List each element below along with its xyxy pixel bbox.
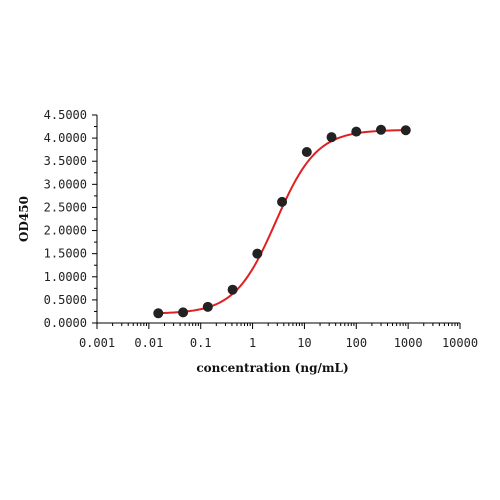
x-tick-label: 0.01 (134, 336, 163, 350)
y-tick-label: 4.5000 (44, 108, 87, 122)
data-points (153, 124, 411, 319)
x-tick-label: 1000 (394, 336, 423, 350)
fit-curve (158, 129, 406, 315)
y-tick-label: 3.0000 (44, 177, 87, 191)
y-tick-label: 4.0000 (44, 131, 87, 145)
data-point (178, 307, 189, 318)
data-point (326, 132, 337, 143)
data-point (301, 146, 312, 157)
y-tick-labels: 0.0000 0.5000 1.0000 1.5000 2.0000 2.5000 3.00… (44, 108, 87, 330)
x-axis-label: concentration (ng/mL) (196, 361, 348, 375)
x-tick-label: 1 (249, 336, 256, 350)
y-tick-label: 1.0000 (44, 270, 87, 284)
data-point (400, 125, 411, 136)
y-tick-label: 2.5000 (44, 200, 87, 214)
data-point (227, 284, 238, 295)
x-tick-labels: 0.001 0.01 0.1 1 10 100 1000 10000 (79, 336, 478, 350)
x-tick-label: 10000 (442, 336, 478, 350)
y-axis-label: OD450 (17, 196, 31, 242)
data-point (376, 124, 387, 135)
axes (92, 114, 461, 329)
data-point (202, 301, 213, 312)
y-tick-label: 2.0000 (44, 224, 87, 238)
x-tick-label: 0.001 (79, 336, 115, 350)
y-tick-label: 1.5000 (44, 247, 87, 261)
data-point (153, 308, 164, 319)
y-tick-label: 0.5000 (44, 293, 87, 307)
data-point (252, 248, 263, 259)
y-tick-label: 0.0000 (44, 316, 87, 330)
x-tick-label: 10 (297, 336, 311, 350)
data-point (277, 196, 288, 207)
x-tick-label: 100 (345, 336, 367, 350)
y-tick-label: 3.5000 (44, 154, 87, 168)
data-point (351, 126, 362, 137)
x-tick-label: 0.1 (190, 336, 212, 350)
fit-line (158, 129, 406, 315)
